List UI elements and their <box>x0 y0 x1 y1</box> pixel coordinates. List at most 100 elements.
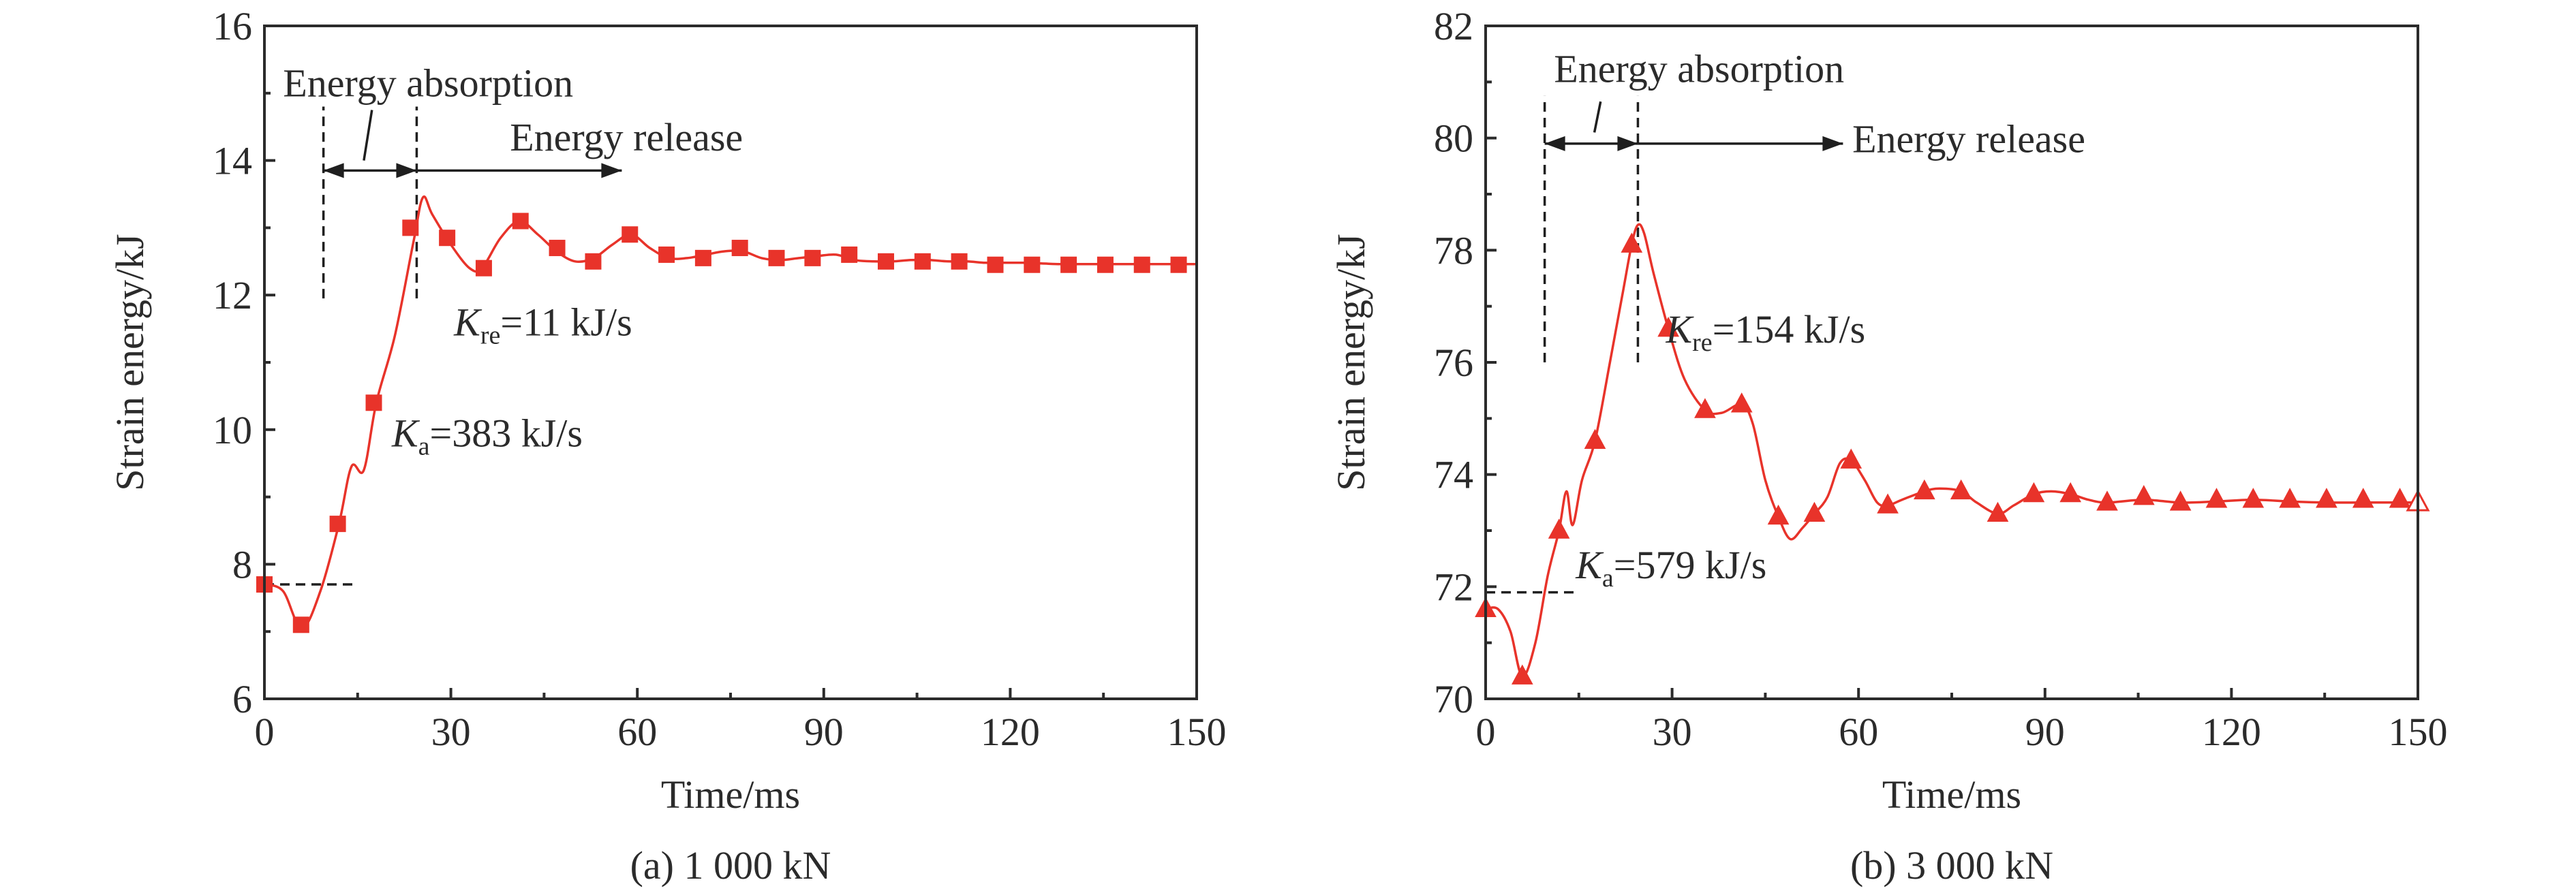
panel-b-series-curve <box>1485 223 2418 678</box>
panel-b-y-axis-label: Strain energy/kJ <box>1329 234 1373 490</box>
x-tick-label: 60 <box>1839 710 1878 754</box>
panel-a: 0 30 60 90 120 150 6 8 10 12 14 16 Time/… <box>108 4 1227 888</box>
y-tick-label: 12 <box>213 273 252 317</box>
panel-b-kre-annotation: Kre=154 kJ/s <box>1665 307 1865 357</box>
data-point-marker <box>2169 490 2192 511</box>
data-point-marker <box>365 394 382 411</box>
data-point-marker <box>2279 488 2301 508</box>
panel-a-kre-annotation: Kre=11 kJ/s <box>453 300 632 349</box>
data-point-marker <box>1694 398 1716 418</box>
panel-a-y-axis-label: Strain energy/kJ <box>108 234 152 490</box>
data-point-marker <box>1621 232 1643 253</box>
x-tick-label: 150 <box>1167 710 1227 754</box>
data-point-marker <box>2242 488 2265 508</box>
y-tick-label: 74 <box>1434 453 1473 497</box>
y-tick-label: 80 <box>1434 116 1473 161</box>
data-point-marker <box>2389 488 2411 508</box>
x-tick-label: 30 <box>431 710 471 754</box>
x-tick-label: 90 <box>804 710 844 754</box>
x-tick-label: 0 <box>255 710 275 754</box>
panel-a-ka-annotation: Ka=383 kJ/s <box>391 411 583 461</box>
data-point-marker <box>2059 482 2082 503</box>
absorption-arrow-head-left <box>1544 136 1565 151</box>
panel-a-energy-absorption-label: Energy absorption <box>283 61 573 106</box>
panel-a-x-tick-labels: 0 30 60 90 120 150 <box>255 710 1227 754</box>
data-point-marker <box>804 249 821 266</box>
panel-a-series-curve <box>264 195 1197 630</box>
absorption-arrow-head-right <box>396 163 417 178</box>
data-point-marker <box>1511 664 1533 685</box>
data-point-marker <box>1987 501 2009 522</box>
y-tick-label: 14 <box>213 139 252 183</box>
data-point-marker <box>841 246 858 263</box>
data-point-marker <box>1548 518 1570 539</box>
panel-b-x-tick-labels: 0 30 60 90 120 150 <box>1476 710 2448 754</box>
data-point-marker <box>1097 256 1114 273</box>
data-point-marker <box>2023 482 2045 503</box>
y-tick-label: 8 <box>232 542 252 586</box>
absorption-arrow-head-right <box>1617 136 1638 151</box>
x-tick-label: 150 <box>2389 710 2448 754</box>
y-tick-label: 10 <box>213 408 252 452</box>
data-point-marker <box>914 253 931 270</box>
x-tick-label: 30 <box>1653 710 1692 754</box>
x-tick-label: 120 <box>2202 710 2261 754</box>
absorption-pointer-line <box>1593 101 1602 133</box>
panel-a-annotation-guides <box>264 106 622 586</box>
y-tick-label: 76 <box>1434 341 1473 385</box>
data-point-marker <box>475 260 492 277</box>
data-point-marker <box>951 253 968 270</box>
data-point-marker <box>2096 490 2118 511</box>
data-point-marker <box>1730 392 1753 413</box>
panel-b-x-axis-label: Time/ms <box>1882 772 2021 817</box>
data-point-marker <box>2316 488 2337 508</box>
panel-b-caption: (b) 3 000 kN <box>1850 843 2053 888</box>
data-point-marker <box>402 219 419 236</box>
panel-b-plot-frame <box>1484 25 2419 700</box>
data-point-marker <box>1060 256 1077 273</box>
data-point-marker <box>2352 488 2374 508</box>
panel-b: 0 30 60 90 120 150 70 72 74 76 78 80 82 … <box>1329 4 2448 888</box>
x-tick-label: 90 <box>2025 710 2065 754</box>
panel-b-energy-release-label: Energy release <box>1852 116 2085 161</box>
data-point-marker <box>1767 504 1790 525</box>
panel-a-energy-release-label: Energy release <box>510 115 743 159</box>
panel-a-caption: (a) 1 000 kN <box>630 843 831 888</box>
panel-b-energy-absorption-label: Energy absorption <box>1554 46 1844 91</box>
panel-a-y-tick-labels: 6 8 10 12 14 16 <box>213 4 252 721</box>
panel-b-ka-annotation: Ka=579 kJ/s <box>1575 543 1766 593</box>
y-tick-label: 6 <box>232 677 252 721</box>
data-point-marker <box>1803 501 1826 522</box>
data-point-marker <box>622 226 639 243</box>
data-point-marker <box>549 240 566 257</box>
data-point-marker <box>987 256 1004 273</box>
x-tick-label: 0 <box>1476 710 1496 754</box>
data-point-marker <box>2205 488 2228 508</box>
y-tick-label: 82 <box>1434 4 1473 48</box>
y-tick-label: 70 <box>1434 677 1473 721</box>
data-point-marker <box>329 516 346 533</box>
panel-a-plot-frame <box>263 25 1198 700</box>
data-point-marker <box>1950 479 1972 500</box>
data-point-marker <box>1170 256 1187 273</box>
data-point-marker <box>1840 448 1862 469</box>
data-point-marker <box>1914 479 1935 500</box>
y-tick-label: 78 <box>1434 228 1473 272</box>
data-point-marker <box>2132 485 2155 505</box>
panel-b-markers <box>1475 232 2430 685</box>
y-tick-label: 72 <box>1434 565 1473 609</box>
data-point-marker <box>1584 428 1606 450</box>
absorption-pointer-line <box>363 110 373 161</box>
data-point-marker <box>1024 256 1041 273</box>
data-point-marker <box>1657 317 1679 337</box>
panel-a-x-axis-label: Time/ms <box>661 772 800 817</box>
data-point-marker <box>694 249 711 266</box>
x-tick-label: 120 <box>981 710 1040 754</box>
release-arrow-head <box>601 163 622 178</box>
data-point-marker <box>292 616 309 633</box>
release-arrow-head <box>1822 136 1843 151</box>
data-point-marker <box>585 253 602 270</box>
data-point-marker <box>1877 493 1899 514</box>
panel-b-y-tick-labels: 70 72 74 76 78 80 82 <box>1434 4 1473 721</box>
data-point-marker <box>439 230 456 247</box>
